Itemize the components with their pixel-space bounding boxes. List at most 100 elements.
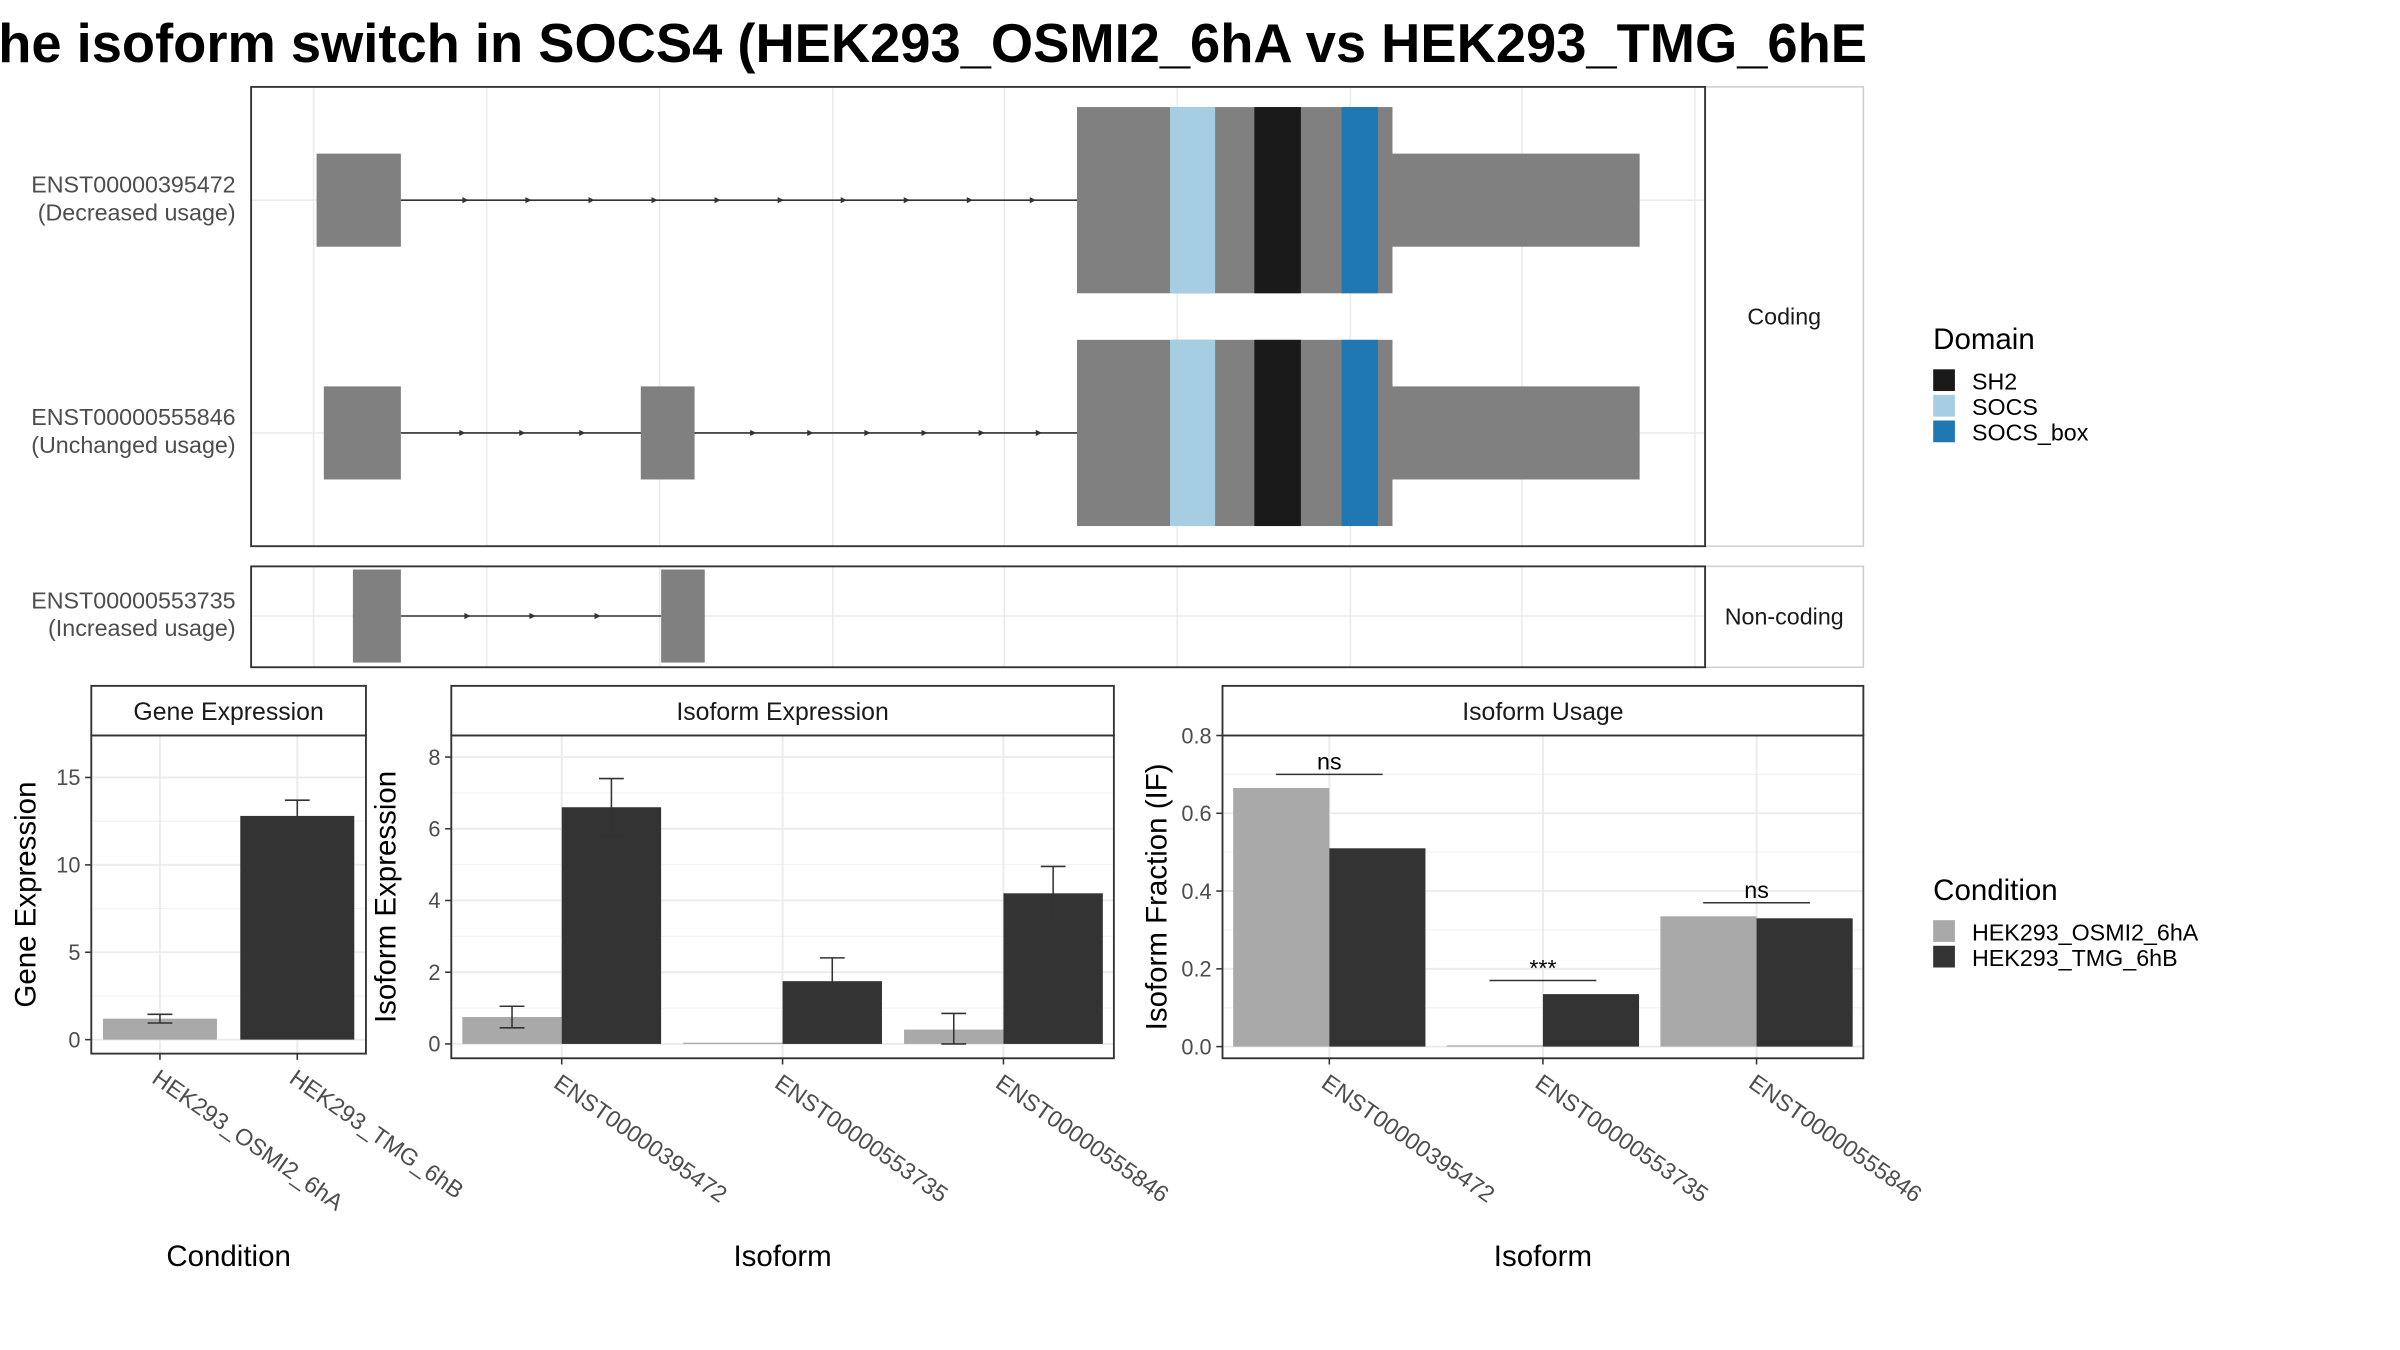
domain-legend-key-sh2 (1933, 369, 1955, 392)
y-tick-label: 6 (428, 817, 440, 842)
intron-arrow (1035, 429, 1042, 437)
intron-arrow (462, 197, 469, 204)
figure-title: he isoform switch in SOCS4 (HEK293_OSMI2… (0, 13, 1867, 74)
condition-legend-title: Condition (1933, 874, 2058, 907)
bar (102, 1018, 217, 1040)
intron-arrow (459, 429, 466, 437)
cds-exon (1076, 107, 1393, 294)
significance-label: ns (1317, 749, 1342, 775)
intron-arrow (588, 197, 595, 204)
bar (1329, 848, 1426, 1047)
y-tick-label: 5 (68, 940, 80, 965)
domain-socs-box (1341, 339, 1378, 527)
x-tick-label: ENST00000395472 (1317, 1069, 1499, 1208)
intron-arrow (921, 429, 928, 437)
coding-strip-label: Coding (1747, 303, 1821, 329)
facet-strip (450, 684, 1115, 737)
intron-arrow (807, 429, 814, 437)
domain-socs-box (1341, 107, 1378, 294)
plot-panel-border (90, 734, 367, 1055)
exon (316, 153, 401, 247)
transcript-structure-panel: Coding Non-coding ENST00000395472(Decrease… (31, 85, 1865, 669)
domain-sh2 (1254, 107, 1301, 294)
intron-arrow (840, 197, 847, 204)
intron-arrow (777, 197, 784, 204)
exon (323, 386, 401, 480)
intron-arrow (750, 429, 757, 437)
structure-panel-border (250, 565, 1707, 669)
bar (1233, 788, 1330, 1047)
y-axis-title: Isoform Expression (369, 771, 402, 1023)
intron-arrow (525, 197, 532, 204)
utr-exon (1392, 386, 1640, 480)
domain-socs (1170, 339, 1216, 527)
bar (1756, 918, 1853, 1047)
x-tick-label: ENST00000395472 (550, 1069, 732, 1208)
utr-exon (1392, 153, 1640, 247)
intron-arrow (978, 429, 985, 437)
significance-label: *** (1529, 955, 1556, 981)
y-tick-label: 0.0 (1181, 1034, 1211, 1059)
transcript-usage-label: (Decreased usage) (38, 199, 236, 225)
intron-arrow (594, 612, 601, 620)
domain-legend-key-socs-box (1933, 420, 1955, 443)
chart-isoform-usage: Isoform Usage ns *** ns 0.0 0.2 0.4 0.6 0.8 ENST0… (1141, 684, 1927, 1273)
y-tick-label: 2 (428, 960, 440, 985)
intron-arrow (464, 612, 471, 620)
facet-strip (1704, 86, 1865, 547)
facet-strip (1704, 565, 1865, 669)
domain-legend-label: SH2 (1972, 368, 2017, 394)
exon (661, 569, 705, 663)
facet-strip-label: Isoform Usage (1462, 699, 1623, 726)
intron-arrow (714, 197, 721, 204)
y-tick-label: 0 (428, 1032, 440, 1057)
bar (1446, 1045, 1543, 1047)
intron-arrow (864, 429, 871, 437)
intron-arrow (966, 197, 973, 204)
x-axis-title: Isoform (1494, 1240, 1592, 1273)
x-axis-title: Isoform (733, 1240, 831, 1273)
transcript-usage-label: (Unchanged usage) (31, 432, 235, 458)
bar (683, 1042, 783, 1044)
y-tick-label: 0.2 (1181, 957, 1211, 982)
condition-legend-label: HEK293_OSMI2_6hA (1972, 919, 2199, 945)
y-tick-label: 8 (428, 745, 440, 770)
x-axis-title: Condition (166, 1240, 291, 1273)
condition-legend-key (1933, 945, 1955, 968)
condition-legend-key (1933, 920, 1955, 942)
x-tick-label: ENST00000555846 (991, 1069, 1173, 1208)
transcript-usage-label: (Increased usage) (48, 615, 236, 641)
structure-panel-border (250, 85, 1707, 548)
intron-arrow (579, 429, 586, 437)
y-tick-label: 0.8 (1181, 723, 1211, 748)
domain-sh2 (1254, 339, 1301, 527)
domain-legend-key-socs (1933, 394, 1955, 417)
facet-strip-label: Isoform Expression (676, 699, 888, 726)
bar (1660, 916, 1757, 1047)
y-axis-title: Isoform Fraction (IF) (1141, 763, 1174, 1030)
noncoding-strip-label: Non-coding (1725, 604, 1844, 630)
intron-arrow (519, 429, 526, 437)
expression-charts: Gene Expression051015HEK293_OSMI2_6hAHEK… (9, 684, 1927, 1273)
exon (640, 386, 695, 480)
exon (352, 569, 401, 663)
intron-arrow (651, 197, 658, 204)
x-tick-label: ENST00000553735 (1531, 1069, 1713, 1208)
y-tick-label: 0.6 (1181, 801, 1211, 826)
significance-label: ns (1744, 877, 1769, 903)
y-tick-label: 10 (56, 853, 80, 878)
intron-arrow (529, 612, 536, 620)
transcript-id-label: ENST00000395472 (31, 171, 235, 197)
cds-exon (1076, 339, 1393, 527)
bar (561, 807, 662, 1044)
y-tick-label: 15 (56, 765, 80, 790)
transcript-id-label: ENST00000553735 (31, 587, 235, 613)
y-tick-label: 4 (428, 888, 440, 913)
domain-legend-title: Domain (1933, 323, 2035, 356)
intron-arrow (1029, 197, 1037, 204)
y-tick-label: 0.4 (1181, 879, 1211, 904)
domain-legend-label: SOCS (1972, 394, 2038, 420)
bar (240, 815, 355, 1040)
